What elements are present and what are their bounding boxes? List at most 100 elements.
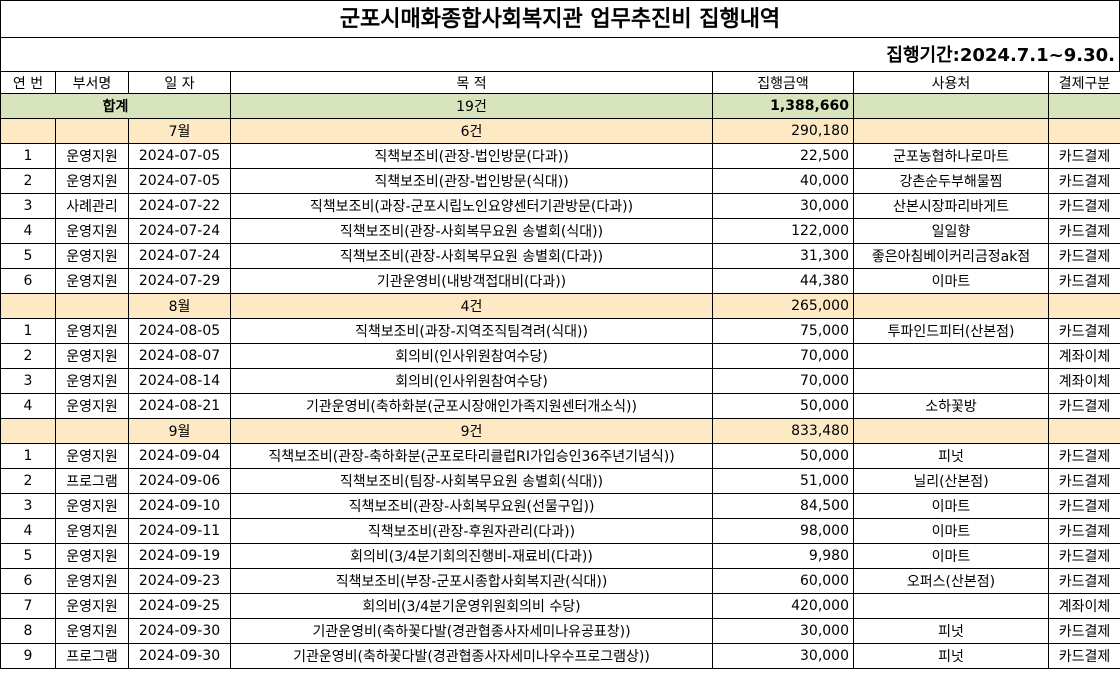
cell: 2024-09-19	[128, 543, 231, 569]
row: 6 운영지원 2024-09-23 직책보조비(부장-군포시종합사회복지관(식대)) 6…	[0, 568, 1120, 594]
cell: 직책보조비(관장-축하화분(군포로타리클럽RI가입승인36주년기념식))	[230, 443, 713, 469]
cell: 19건	[230, 93, 713, 119]
cell: 회의비(3/4분기운영위원회의비 수당)	[230, 593, 713, 619]
cell: 카드결제	[1048, 468, 1120, 494]
cell: 사례관리	[55, 193, 129, 219]
row: 6 운영지원 2024-07-29 기관운영비(내방객접대비(다과)) 44,380 이마…	[0, 268, 1120, 294]
cell: 운영지원	[55, 168, 129, 194]
cell: 소하꽃방	[853, 393, 1049, 419]
cell: 카드결제	[1048, 168, 1120, 194]
cell	[1048, 293, 1120, 319]
cell: 카드결제	[1048, 268, 1120, 294]
cell: 군포농협하나로마트	[853, 143, 1049, 169]
cell: 2024-07-05	[128, 143, 231, 169]
cell: 회의비(3/4분기회의진행비-재료비(다과))	[230, 543, 713, 569]
cell: 2024-09-11	[128, 518, 231, 544]
cell: 1	[0, 318, 56, 344]
cell: 2024-07-29	[128, 268, 231, 294]
cell: 사용처	[853, 71, 1049, 94]
cell	[0, 118, 56, 144]
cell: 40,000	[712, 168, 854, 194]
cell: 운영지원	[55, 543, 129, 569]
cell: 4	[0, 518, 56, 544]
cell	[1048, 118, 1120, 144]
cell: 2	[0, 168, 56, 194]
cell	[55, 293, 129, 319]
cell	[0, 418, 56, 444]
cell: 운영지원	[55, 443, 129, 469]
cell: 50,000	[712, 443, 854, 469]
cell: 피넛	[853, 443, 1049, 469]
cell	[853, 593, 1049, 619]
cell: 2	[0, 468, 56, 494]
cell: 9,980	[712, 543, 854, 569]
cell: 운영지원	[55, 318, 129, 344]
cell: 직책보조비(과장-지역조직팀격려(식대))	[230, 318, 713, 344]
cell: 22,500	[712, 143, 854, 169]
cell: 연 번	[0, 71, 56, 94]
cell: 닐리(산본점)	[853, 468, 1049, 494]
cell: 좋은아침베이커리금정ak점	[853, 243, 1049, 269]
cell: 9건	[230, 418, 713, 444]
cell: 이마트	[853, 543, 1049, 569]
row: 4 운영지원 2024-09-11 직책보조비(관장-후원자관리(다과)) 98,000…	[0, 518, 1120, 544]
cell: 44,380	[712, 268, 854, 294]
cell: 기관운영비(축하꽃다발(경관협종사자세미나유공표창))	[230, 618, 713, 644]
cell: 2024-08-05	[128, 318, 231, 344]
cell: 운영지원	[55, 518, 129, 544]
cell: 피넛	[853, 618, 1049, 644]
cell: 카드결제	[1048, 318, 1120, 344]
cell: 직책보조비(관장-사회복무요원 송별회(식대))	[230, 218, 713, 244]
cell	[55, 418, 129, 444]
cell: 프로그램	[55, 468, 129, 494]
cell: 2024-07-24	[128, 243, 231, 269]
cell: 4건	[230, 293, 713, 319]
cell: 카드결제	[1048, 643, 1120, 669]
cell: 피넛	[853, 643, 1049, 669]
cell: 카드결제	[1048, 243, 1120, 269]
cell: 회의비(인사위원참여수당)	[230, 368, 713, 394]
cell: 8	[0, 618, 56, 644]
cell: 운영지원	[55, 393, 129, 419]
cell: 98,000	[712, 518, 854, 544]
cell	[853, 343, 1049, 369]
row: 7월 6건 290,180	[0, 118, 1120, 144]
cell: 3	[0, 193, 56, 219]
cell: 50,000	[712, 393, 854, 419]
cell: 직책보조비(관장-사회복무요원 송별회(다과))	[230, 243, 713, 269]
row: 3 운영지원 2024-08-14 회의비(인사위원참여수당) 70,000 계좌이체	[0, 368, 1120, 394]
cell: 이마트	[853, 493, 1049, 519]
cell: 운영지원	[55, 243, 129, 269]
cell: 2024-08-14	[128, 368, 231, 394]
cell: 부서명	[55, 71, 129, 94]
cell: 운영지원	[55, 493, 129, 519]
cell	[853, 118, 1049, 144]
cell: 30,000	[712, 618, 854, 644]
cell	[853, 93, 1049, 119]
cell: 카드결제	[1048, 618, 1120, 644]
cell	[55, 118, 129, 144]
cell: 카드결제	[1048, 543, 1120, 569]
cell: 회의비(인사위원참여수당)	[230, 343, 713, 369]
cell: 5	[0, 243, 56, 269]
cell: 7월	[128, 118, 231, 144]
cell: 70,000	[712, 343, 854, 369]
cell: 산본시장파리바게트	[853, 193, 1049, 219]
cell: 2	[0, 343, 56, 369]
cell: 운영지원	[55, 618, 129, 644]
cell: 2024-07-24	[128, 218, 231, 244]
cell: 30,000	[712, 193, 854, 219]
row: 5 운영지원 2024-09-19 회의비(3/4분기회의진행비-재료비(다과)) 9,…	[0, 543, 1120, 569]
cell	[1048, 418, 1120, 444]
title: 군포시매화종합사회복지관 업무추진비 집행내역	[0, 0, 1120, 38]
row: 7 운영지원 2024-09-25 회의비(3/4분기운영위원회의비 수당) 420,0…	[0, 593, 1120, 619]
row: 2 운영지원 2024-08-07 회의비(인사위원참여수당) 70,000 계좌이체	[0, 343, 1120, 369]
cell: 290,180	[712, 118, 854, 144]
cell: 6건	[230, 118, 713, 144]
cell: 직책보조비(부장-군포시종합사회복지관(식대))	[230, 568, 713, 594]
cell: 계좌이체	[1048, 593, 1120, 619]
cell: 카드결제	[1048, 393, 1120, 419]
cell: 265,000	[712, 293, 854, 319]
